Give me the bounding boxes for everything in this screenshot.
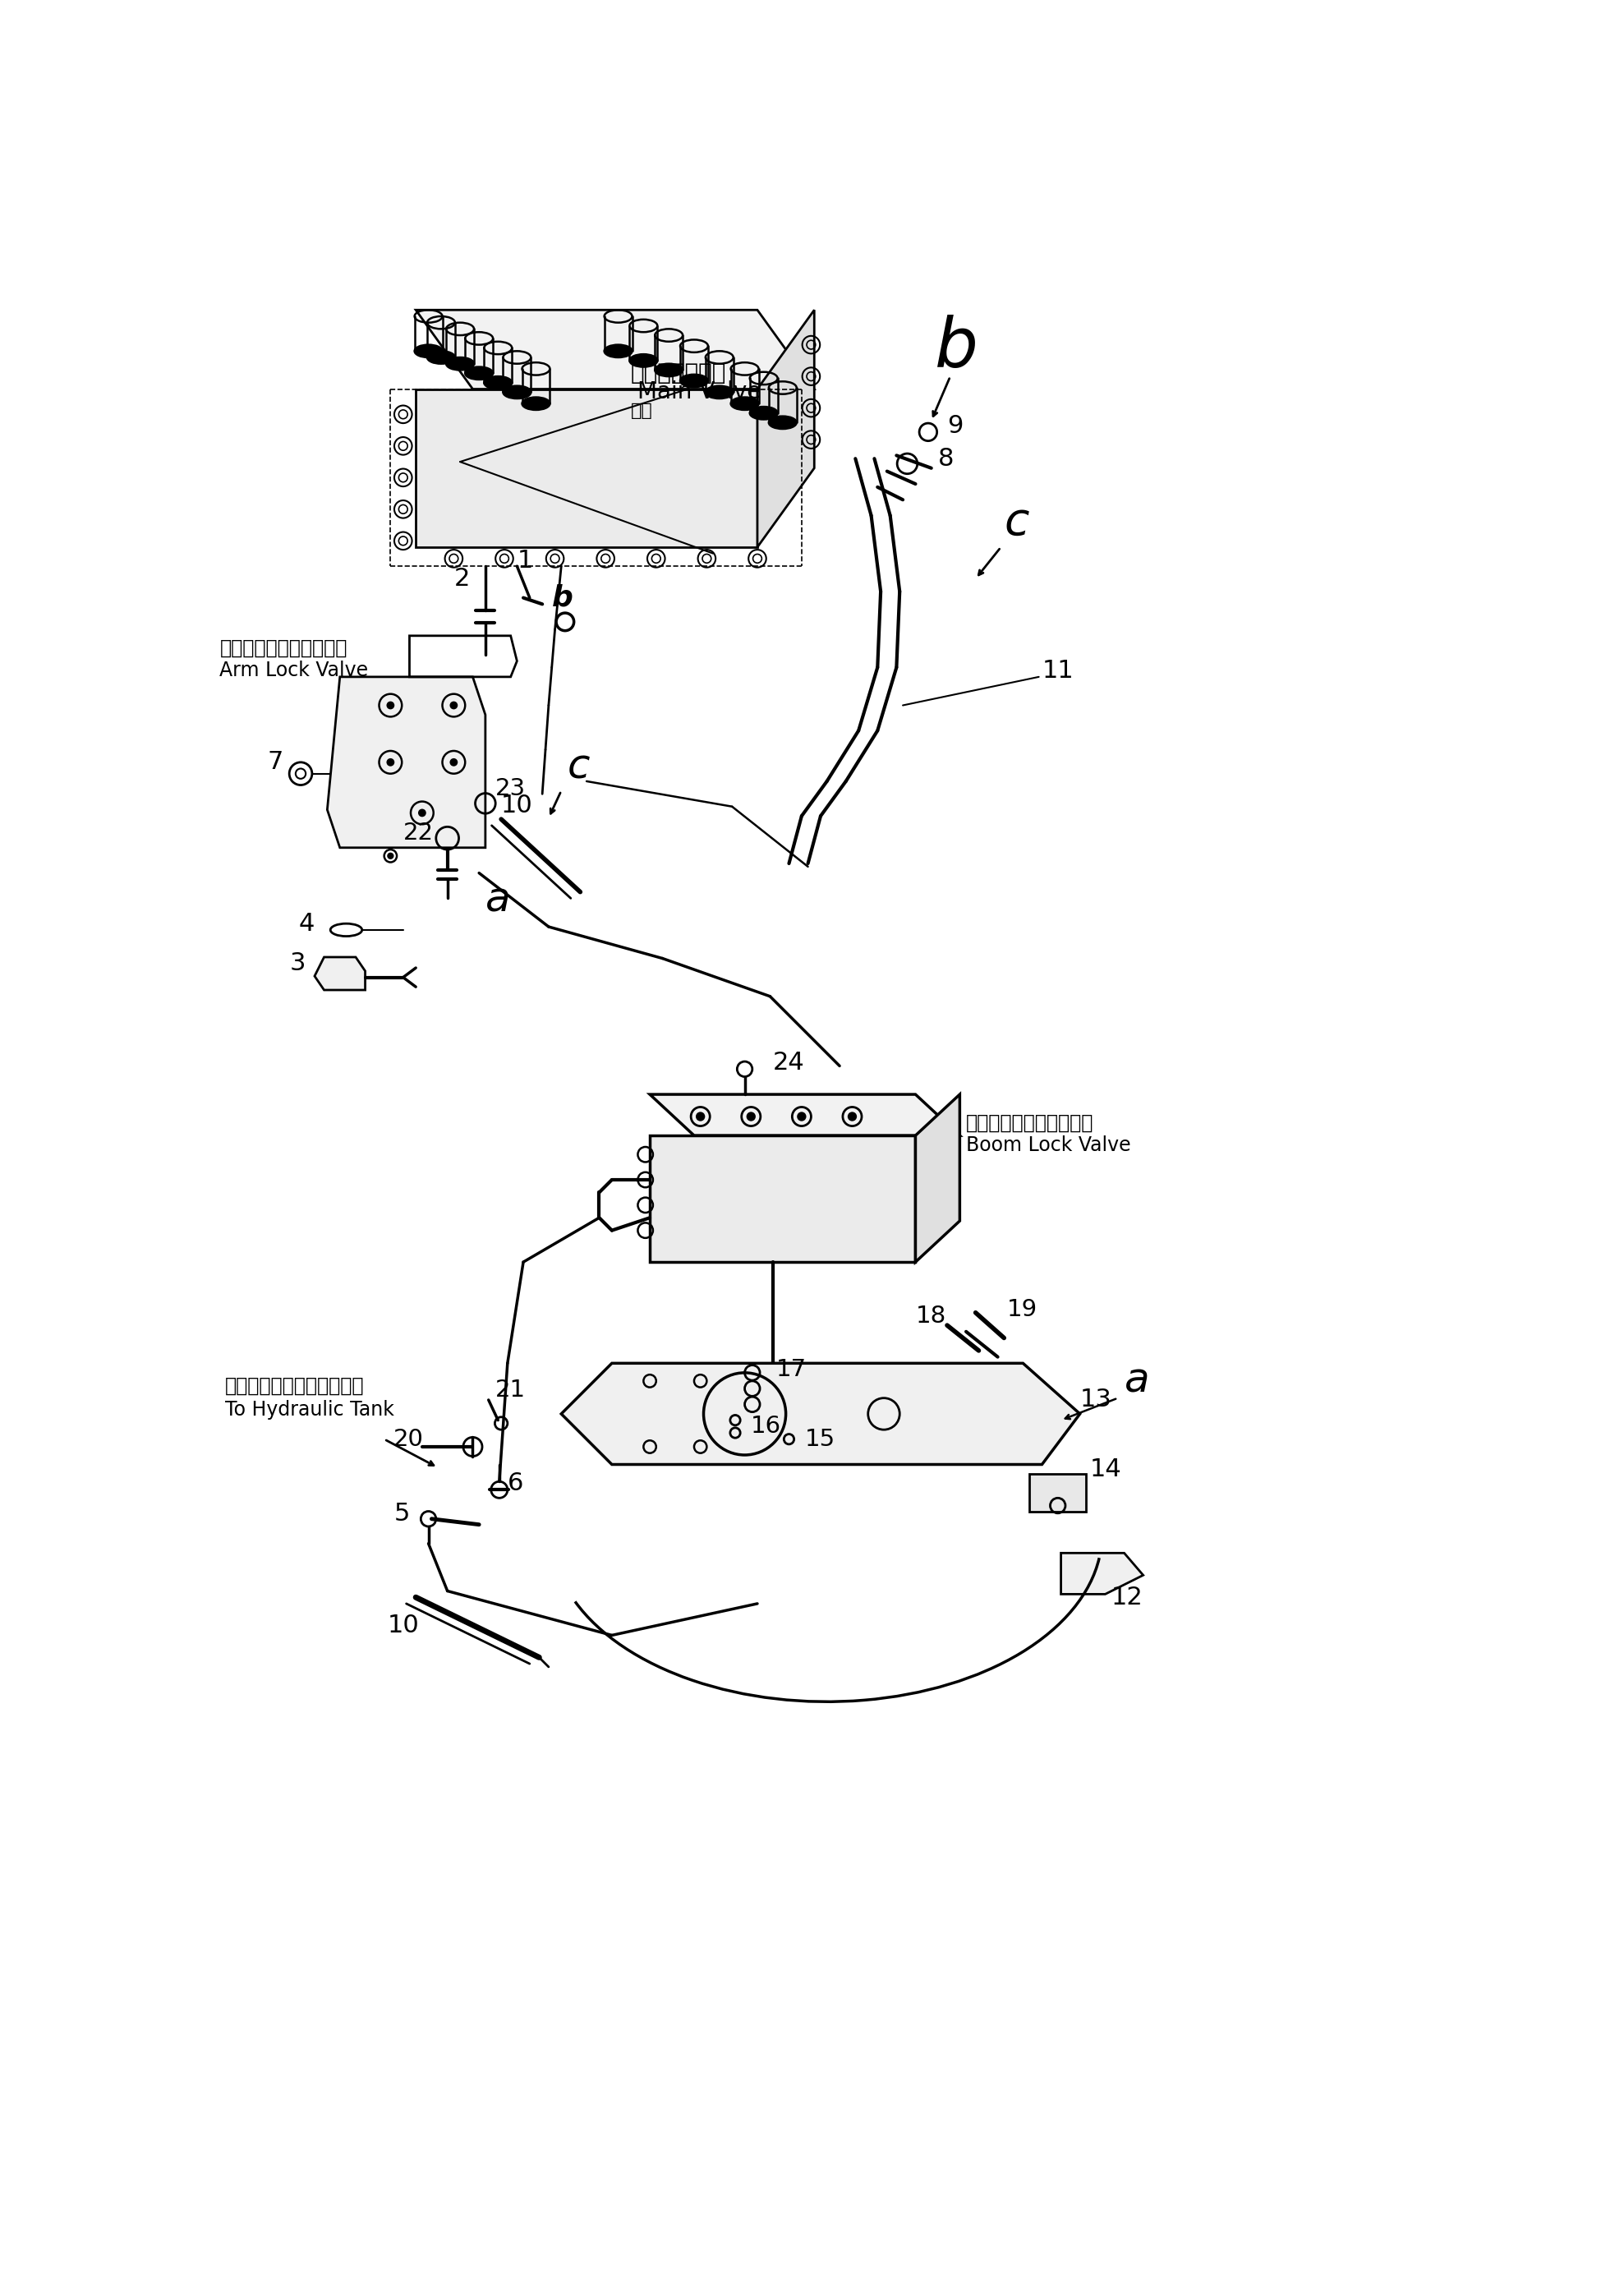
Ellipse shape [731, 397, 758, 410]
Text: 4: 4 [299, 913, 315, 936]
Text: 16: 16 [750, 1415, 781, 1438]
Ellipse shape [521, 397, 551, 410]
Polygon shape [650, 1094, 960, 1135]
Circle shape [419, 809, 425, 816]
Polygon shape [650, 1135, 916, 1261]
Ellipse shape [484, 376, 512, 390]
Circle shape [450, 702, 456, 709]
Polygon shape [315, 956, 365, 991]
Circle shape [848, 1112, 856, 1121]
Ellipse shape [768, 417, 796, 429]
Polygon shape [416, 390, 757, 548]
Text: 5: 5 [393, 1502, 409, 1525]
Text: 14: 14 [1090, 1458, 1121, 1481]
Circle shape [388, 759, 393, 766]
Circle shape [797, 1112, 806, 1121]
Circle shape [388, 702, 393, 709]
Text: 6: 6 [508, 1472, 523, 1495]
Text: ブーム　ロック　バルブ: ブーム ロック バルブ [966, 1112, 1093, 1133]
Text: b: b [552, 585, 573, 612]
Polygon shape [1030, 1474, 1086, 1511]
Text: b: b [934, 314, 978, 381]
Ellipse shape [705, 385, 734, 399]
Polygon shape [416, 310, 814, 390]
Polygon shape [916, 1094, 960, 1261]
Text: 23: 23 [495, 777, 525, 800]
Text: 11: 11 [1043, 658, 1073, 683]
Text: 1: 1 [516, 550, 533, 573]
Text: 22: 22 [403, 821, 434, 844]
Text: a: a [486, 881, 510, 919]
Ellipse shape [604, 344, 632, 358]
Text: 9: 9 [947, 413, 963, 438]
Circle shape [747, 1112, 755, 1121]
Text: メイン　バルブ: メイン バルブ [630, 362, 726, 385]
Text: 18: 18 [916, 1305, 947, 1328]
Text: To Hydraulic Tank: To Hydraulic Tank [224, 1399, 395, 1419]
Polygon shape [757, 310, 814, 548]
Ellipse shape [414, 344, 442, 358]
Polygon shape [1060, 1552, 1143, 1594]
Text: Main Valve: Main Valve [637, 381, 760, 404]
Text: 20: 20 [393, 1429, 424, 1451]
Text: 10: 10 [388, 1614, 419, 1637]
Text: 24: 24 [773, 1050, 806, 1075]
Text: 21: 21 [495, 1378, 525, 1401]
Ellipse shape [503, 385, 531, 399]
Text: a: a [1124, 1362, 1150, 1401]
Ellipse shape [680, 374, 708, 388]
Circle shape [450, 759, 456, 766]
Text: 19: 19 [1007, 1298, 1038, 1321]
Text: リユ: リユ [630, 404, 653, 420]
Text: c: c [1004, 500, 1030, 543]
Text: Arm Lock Valve: Arm Lock Valve [219, 660, 369, 681]
Ellipse shape [630, 353, 658, 367]
Polygon shape [328, 676, 486, 848]
Ellipse shape [654, 365, 682, 376]
Text: c: c [568, 748, 590, 786]
Text: 12: 12 [1111, 1584, 1143, 1610]
Polygon shape [562, 1364, 1080, 1465]
Text: 17: 17 [776, 1357, 807, 1380]
Ellipse shape [464, 367, 494, 381]
Text: 13: 13 [1080, 1387, 1112, 1412]
Text: ハイドロリック　タンクへ: ハイドロリック タンクへ [224, 1376, 364, 1394]
Circle shape [697, 1112, 705, 1121]
Text: 10: 10 [502, 793, 533, 816]
Text: 2: 2 [453, 566, 469, 592]
Text: アーム　ロック　バルブ: アーム ロック バルブ [219, 637, 348, 658]
Ellipse shape [447, 358, 474, 369]
Circle shape [388, 853, 393, 858]
Ellipse shape [750, 406, 778, 420]
Ellipse shape [427, 351, 455, 365]
Text: Boom Lock Valve: Boom Lock Valve [966, 1135, 1130, 1156]
Text: 15: 15 [806, 1429, 835, 1451]
Text: 7: 7 [268, 750, 283, 775]
Text: 8: 8 [937, 447, 953, 470]
Text: 3: 3 [289, 952, 305, 975]
